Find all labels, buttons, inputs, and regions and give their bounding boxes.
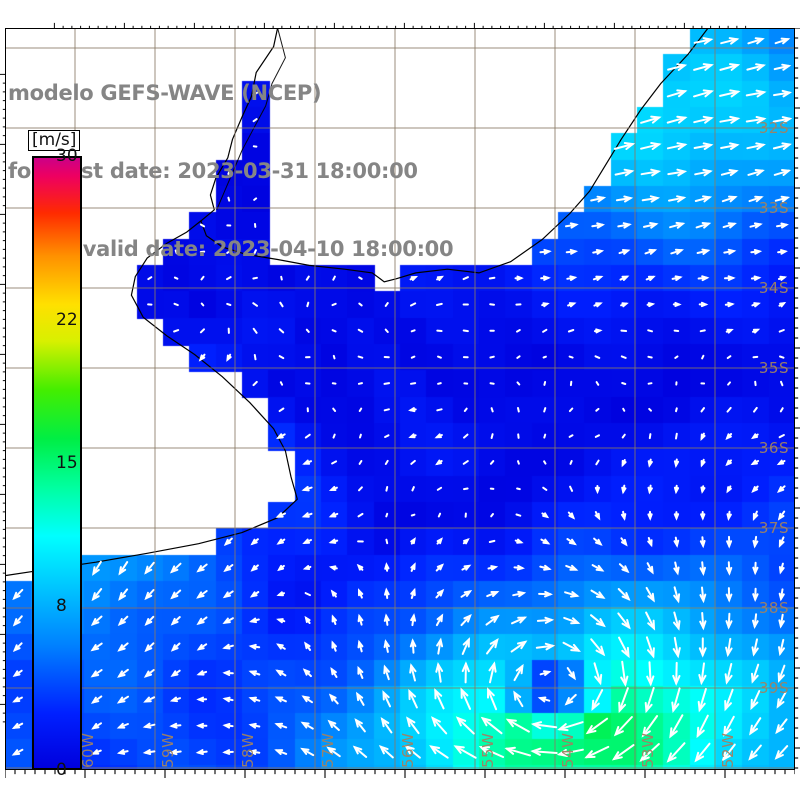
wind-speed-heatmap — [5, 28, 795, 770]
lat-lon-gridlines — [5, 28, 795, 770]
axis-ticks-bottom — [5, 770, 795, 778]
colorbar-gradient — [32, 156, 82, 770]
colorbar-tick-30: 30 — [56, 146, 78, 166]
colorbar-tick-15: 15 — [56, 453, 78, 473]
colorbar — [32, 156, 82, 770]
wind-vector-arrows — [11, 37, 793, 763]
colorbar-tick-22: 22 — [56, 309, 78, 330]
plot-area: 32S 33S 34S 35S 36S 37S 38S 39S 60W 59W 58W 57W 56W 5… — [5, 28, 795, 770]
colorbar-tick-0: 0 — [56, 760, 67, 780]
colorbar-tick-8: 8 — [56, 596, 67, 617]
colorbar-unit-label: [m/s] — [28, 130, 81, 151]
